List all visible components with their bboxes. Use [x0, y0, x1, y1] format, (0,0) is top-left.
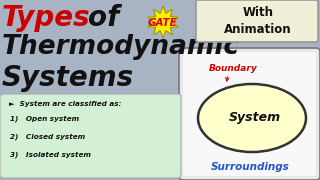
Text: of: of: [88, 4, 119, 32]
Text: 1)   Open system: 1) Open system: [10, 115, 79, 122]
Text: With
Animation: With Animation: [224, 6, 292, 36]
FancyBboxPatch shape: [0, 94, 181, 178]
Ellipse shape: [198, 84, 306, 152]
Text: GATE: GATE: [148, 18, 178, 28]
FancyBboxPatch shape: [196, 0, 318, 42]
Text: 3)   Isolated system: 3) Isolated system: [10, 151, 91, 158]
Text: System: System: [229, 111, 281, 125]
Polygon shape: [148, 6, 178, 38]
Text: Systems: Systems: [2, 64, 134, 92]
Text: Types: Types: [2, 4, 99, 32]
Text: 2)   Closed system: 2) Closed system: [10, 133, 85, 140]
Text: ►  System are classified as:: ► System are classified as:: [9, 101, 122, 107]
Text: Boundary: Boundary: [209, 64, 257, 73]
Text: Thermodynamic: Thermodynamic: [2, 34, 240, 60]
Text: Surroundings: Surroundings: [211, 162, 289, 172]
FancyBboxPatch shape: [183, 52, 316, 176]
FancyBboxPatch shape: [179, 48, 320, 180]
